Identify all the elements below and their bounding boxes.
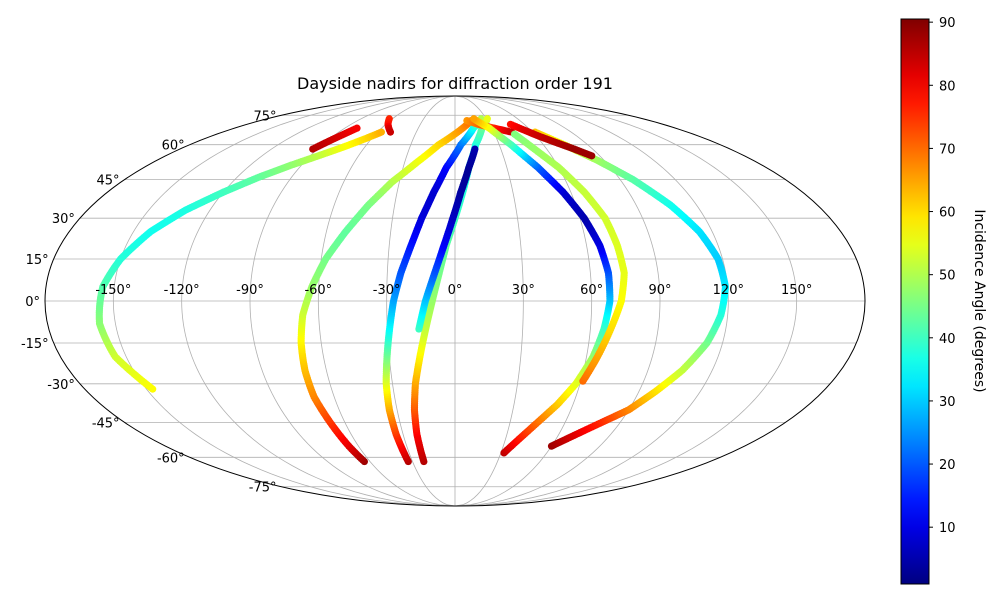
longitude-gridline [112,96,456,506]
longitude-tick-label: -30° [373,283,401,298]
data-point [470,115,478,123]
latitude-tick-label: 60° [162,139,185,154]
latitude-tick-label: -30° [47,378,75,393]
latitude-tick-label: 75° [253,109,276,124]
colorbar-tick-label: 90 [939,16,956,31]
colorbar-tick-label: 70 [939,142,956,157]
latitude-tick-label: -60° [157,451,185,466]
colorbar-ticks: 10 20 30 40 50 60 70 80 90 [929,16,956,536]
colorbar-tick-label: 10 [939,521,956,536]
colorbar-tick-label: 40 [939,332,956,347]
longitude-tick-label: -120° [164,283,200,298]
colorbar-label: Incidence Angle (degrees) [971,209,987,392]
data-point [471,145,479,153]
latitude-tick-label: 45° [97,174,120,189]
latitude-tick-label: 0° [25,295,40,310]
longitude-tick-label: 0° [448,283,463,298]
latitude-tick-labels: 75° 60° 45° 30° 15° 0° -15° -30° -45° -60° -75° [21,109,277,495]
longitude-tick-label: -150° [95,283,131,298]
track-2 [297,116,475,466]
longitude-tick-labels: -150° -120° -90° -60° -30° 0° 30° 60° 90° 120° 150… [95,283,812,298]
track-3 [382,115,485,466]
latitude-tick-label: -45° [92,416,120,431]
longitude-gridline [454,96,661,506]
colorbar-tick-label: 50 [939,269,956,284]
track-7 [470,115,614,457]
longitude-tick-label: 30° [512,283,535,298]
track-10 [309,124,361,153]
data-point [588,152,596,160]
data-points [95,115,730,466]
longitude-gridline [386,96,456,506]
track-8 [510,130,628,385]
longitude-tick-label: 150° [781,283,812,298]
track-11 [384,115,395,136]
longitude-gridline [181,96,456,506]
data-point [510,130,519,138]
track-12 [506,120,596,160]
latitude-tick-label: -75° [249,481,277,496]
colorbar-scale [900,18,930,585]
data-point [353,124,361,132]
colorbar: 10 20 30 40 50 60 70 80 90 Incidence Angle (degr… [900,16,987,585]
track-5 [415,145,479,333]
track-1 [95,128,385,393]
data-point [483,115,491,123]
colorbar-tick-label: 20 [939,458,956,473]
latitude-tick-label: 15° [26,253,49,268]
data-point [377,128,385,136]
colorbar-tick-label: 60 [939,206,956,221]
track-9 [531,128,730,450]
latitude-tick-label: 30° [52,212,75,227]
data-point [386,128,395,136]
longitude-gridline [454,96,729,506]
longitude-gridline [454,96,798,506]
globe-outline [44,95,866,507]
longitude-tick-label: -60° [304,283,332,298]
longitude-gridline [317,96,456,506]
colorbar-tick-label: 80 [939,79,956,94]
longitude-gridline [454,96,593,506]
longitude-gridline [454,96,524,506]
longitude-tick-label: 60° [580,283,603,298]
latitude-tick-label: -15° [21,337,49,352]
longitude-tick-label: 120° [713,283,744,298]
chart-title: Dayside nadirs for diffraction order 191 [297,74,613,93]
colorbar-tick-label: 30 [939,395,956,410]
longitude-tick-label: 90° [648,283,671,298]
longitude-tick-label: -90° [236,283,264,298]
